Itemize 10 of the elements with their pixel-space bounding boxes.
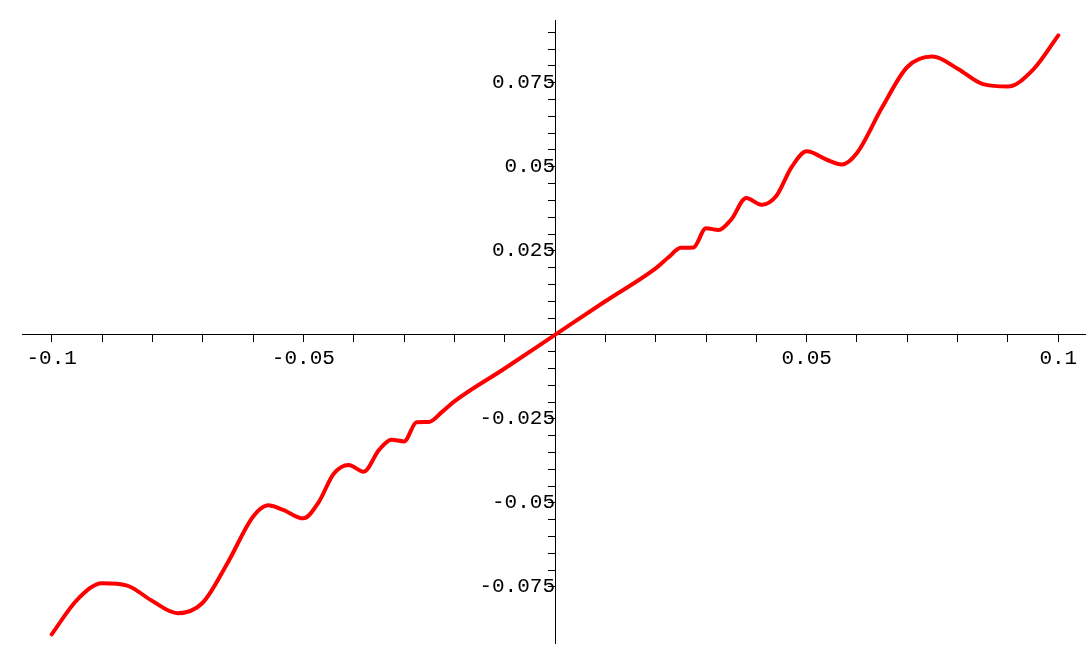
x-tick-label: -0.1 bbox=[26, 347, 77, 371]
y-tick-label: -0.075 bbox=[479, 575, 556, 599]
y-tick-label: -0.025 bbox=[479, 407, 556, 431]
x-tick-label: 0.05 bbox=[781, 347, 832, 371]
x-tick-label: 0.1 bbox=[1039, 347, 1078, 371]
y-tick-label: 0.025 bbox=[491, 239, 556, 263]
y-tick-label: 0.05 bbox=[504, 155, 556, 179]
x-tick-label: -0.05 bbox=[271, 347, 335, 371]
y-tick-label: 0.075 bbox=[491, 71, 556, 95]
y-tick-label: -0.05 bbox=[491, 491, 556, 515]
